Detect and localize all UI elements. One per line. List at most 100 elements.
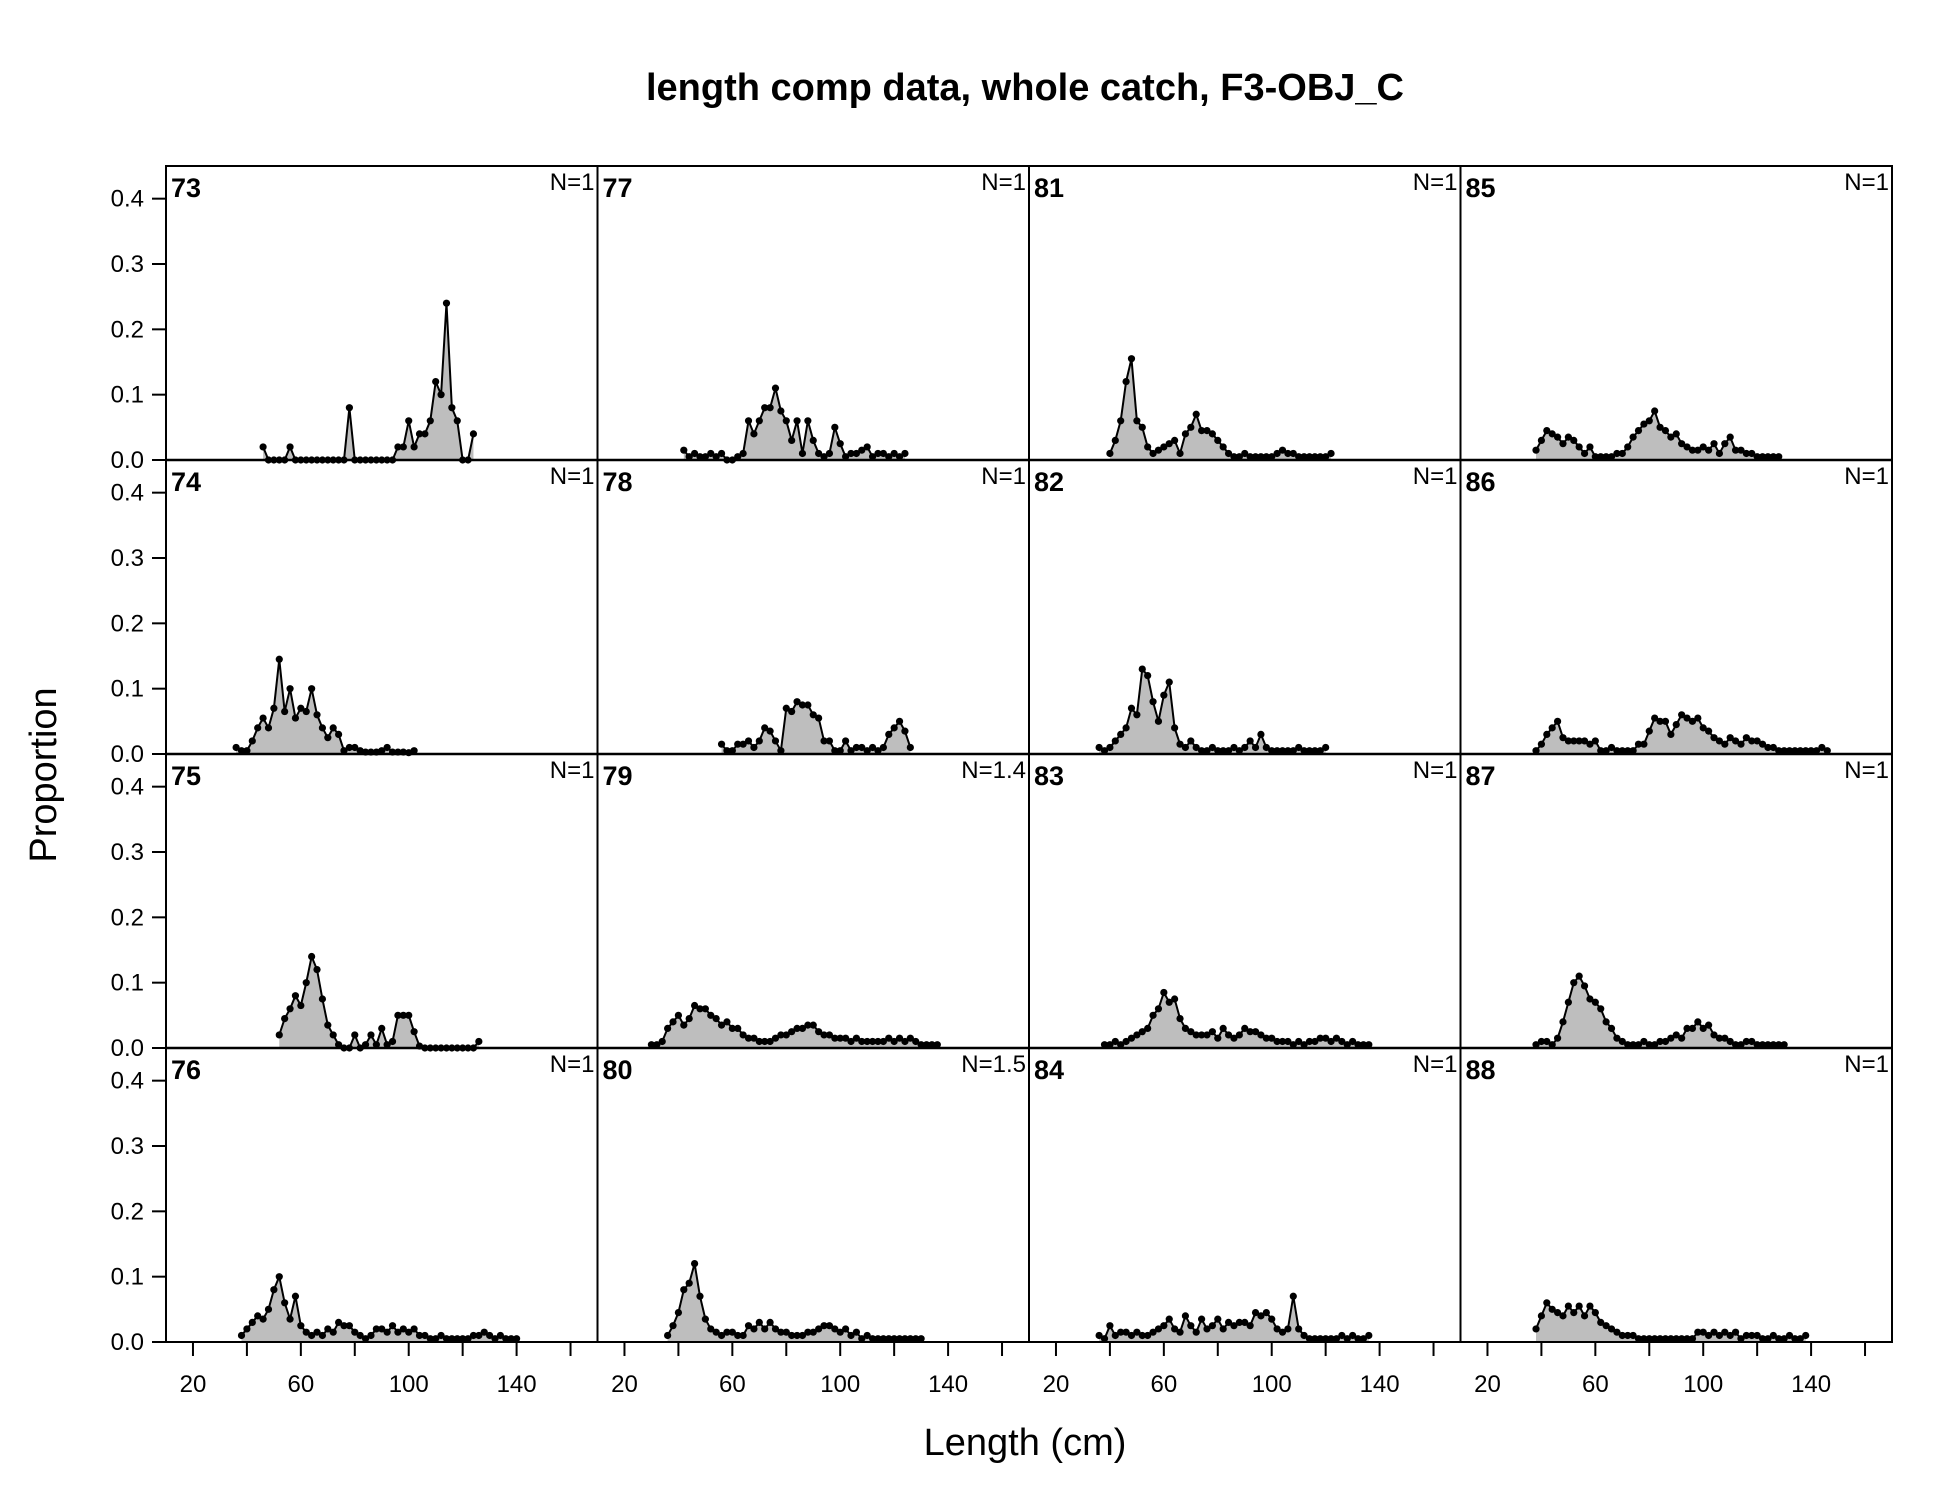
panel-86-point-43 [1764, 743, 1772, 752]
panel-84-point-48 [1354, 1335, 1362, 1343]
panel-83-point-9 [1149, 1011, 1157, 1019]
panel-81-point-34 [1289, 449, 1297, 458]
panel-88-point-39 [1742, 1331, 1750, 1340]
panel-83-point-37 [1300, 1041, 1308, 1049]
panel-87-point-41 [1753, 1041, 1761, 1049]
panel-84-point-25 [1230, 1322, 1238, 1330]
panel-83-point-19 [1203, 1031, 1211, 1039]
panel-77-point-40 [895, 453, 904, 461]
panel-80-point-16 [750, 1325, 758, 1333]
panel-85-point-33 [1710, 440, 1718, 448]
panel-87-point-12 [1597, 1005, 1605, 1013]
panel-82-point-33 [1273, 747, 1281, 755]
panel-85-point-10 [1586, 443, 1594, 451]
panel-88-point-42 [1758, 1335, 1767, 1343]
panel-79-point-49 [912, 1037, 920, 1046]
panel-85-n-label: N=1 [1844, 169, 1889, 196]
panel-84-n-label: N=1 [1413, 1051, 1458, 1078]
panel-82-point-27 [1241, 743, 1249, 752]
panel-77-point-38 [885, 453, 893, 461]
panel-73-point-32 [432, 378, 440, 386]
panel-80-point-47 [917, 1335, 925, 1343]
panel-82-point-11 [1154, 717, 1163, 725]
panel-87-point-46 [1780, 1041, 1788, 1049]
y-tick-label-row1-2: 0.2 [111, 610, 144, 637]
panel-87-point-33 [1710, 1031, 1718, 1039]
panel-79-point-28 [798, 1024, 807, 1032]
panel-79-point-30 [809, 1021, 817, 1029]
panel-76-point-51 [512, 1335, 521, 1343]
panel-86-point-47 [1785, 747, 1794, 755]
panel-74-point-27 [378, 747, 386, 755]
panel-78-point-10 [771, 737, 780, 745]
panel-84-point-36 [1289, 1292, 1297, 1300]
panel-79-point-29 [804, 1021, 812, 1029]
panel-86-point-8 [1575, 737, 1583, 745]
panel-85-point-42 [1758, 453, 1767, 461]
panel-78-n-label: N=1 [981, 463, 1026, 490]
panel-83-point-16 [1187, 1028, 1195, 1036]
panel-81-point-32 [1278, 446, 1287, 454]
y-tick-label-row0-4: 0.4 [111, 186, 144, 213]
panel-75-point-6 [308, 952, 316, 961]
panel-76-point-33 [415, 1331, 424, 1340]
panel-81-point-7 [1144, 443, 1152, 451]
panel-87-point-2 [1543, 1037, 1551, 1046]
panel-73-area [263, 303, 474, 460]
panel-79-point-21 [761, 1037, 769, 1046]
panel-80-point-21 [777, 1328, 785, 1336]
panel-84-point-12 [1160, 1322, 1168, 1330]
panel-84: 84 N=1 [1034, 1051, 1458, 1343]
panel-85-point-8 [1575, 443, 1583, 451]
panel-75-n-label: N=1 [550, 757, 595, 784]
panel-78-point-18 [815, 714, 823, 722]
panel-87-point-42 [1758, 1041, 1767, 1049]
panel-84-point-26 [1235, 1318, 1243, 1326]
panel-76-point-8 [281, 1299, 289, 1307]
panel-88-point-32 [1705, 1331, 1713, 1340]
panel-74-point-16 [318, 724, 327, 732]
panel-80-point-20 [771, 1325, 780, 1333]
panel-86-point-29 [1688, 717, 1697, 725]
panel-86-point-0 [1532, 747, 1540, 755]
panel-77-point-21 [793, 417, 801, 425]
panel-74-point-10 [286, 685, 294, 693]
x-tick-label-col1-2: 100 [820, 1371, 860, 1398]
panel-85-point-1 [1537, 436, 1546, 444]
panel-77-point-10 [734, 453, 742, 461]
panel-84-point-45 [1338, 1331, 1346, 1340]
panel-78-point-13 [788, 707, 796, 716]
panel-76-point-26 [378, 1325, 386, 1333]
panel-73-point-27 [405, 417, 413, 425]
panel-76-point-43 [469, 1331, 478, 1340]
panel-76-point-27 [383, 1328, 391, 1336]
panel-76-point-32 [410, 1325, 418, 1333]
panel-85-point-27 [1678, 440, 1686, 448]
panel-84-point-44 [1332, 1335, 1341, 1343]
panel-85-area [1536, 411, 1779, 460]
panel-75-point-11 [335, 1041, 343, 1049]
panel-80-point-38 [868, 1335, 877, 1343]
panel-77-point-31 [847, 449, 855, 458]
panel-84-point-30 [1257, 1312, 1265, 1320]
panel-87-point-34 [1715, 1034, 1723, 1042]
panel-84-point-14 [1171, 1325, 1179, 1333]
panel-80-point-36 [858, 1335, 866, 1343]
panel-81-point-27 [1251, 453, 1260, 461]
panel-76-point-25 [372, 1325, 380, 1333]
panel-86: 86 N=1 [1466, 463, 1889, 755]
panel-87-n-label: N=1 [1844, 757, 1889, 784]
panel-83-point-39 [1311, 1037, 1319, 1046]
panel-76-point-7 [275, 1273, 283, 1281]
panel-79-point-48 [906, 1034, 914, 1042]
panel-87-point-8 [1575, 972, 1583, 980]
panel-77-point-39 [890, 449, 898, 458]
panel-82-point-42 [1322, 743, 1330, 752]
panel-76-point-36 [432, 1335, 440, 1343]
panel-80-point-41 [885, 1335, 893, 1343]
x-tick-label-col1-3: 140 [928, 1371, 968, 1398]
x-axis-title: Length (cm) [924, 1422, 1127, 1464]
x-tick-label-col2-2: 100 [1252, 1371, 1292, 1398]
panel-74-point-7 [270, 704, 278, 712]
x-tick-label-col3-0: 20 [1474, 1371, 1501, 1398]
